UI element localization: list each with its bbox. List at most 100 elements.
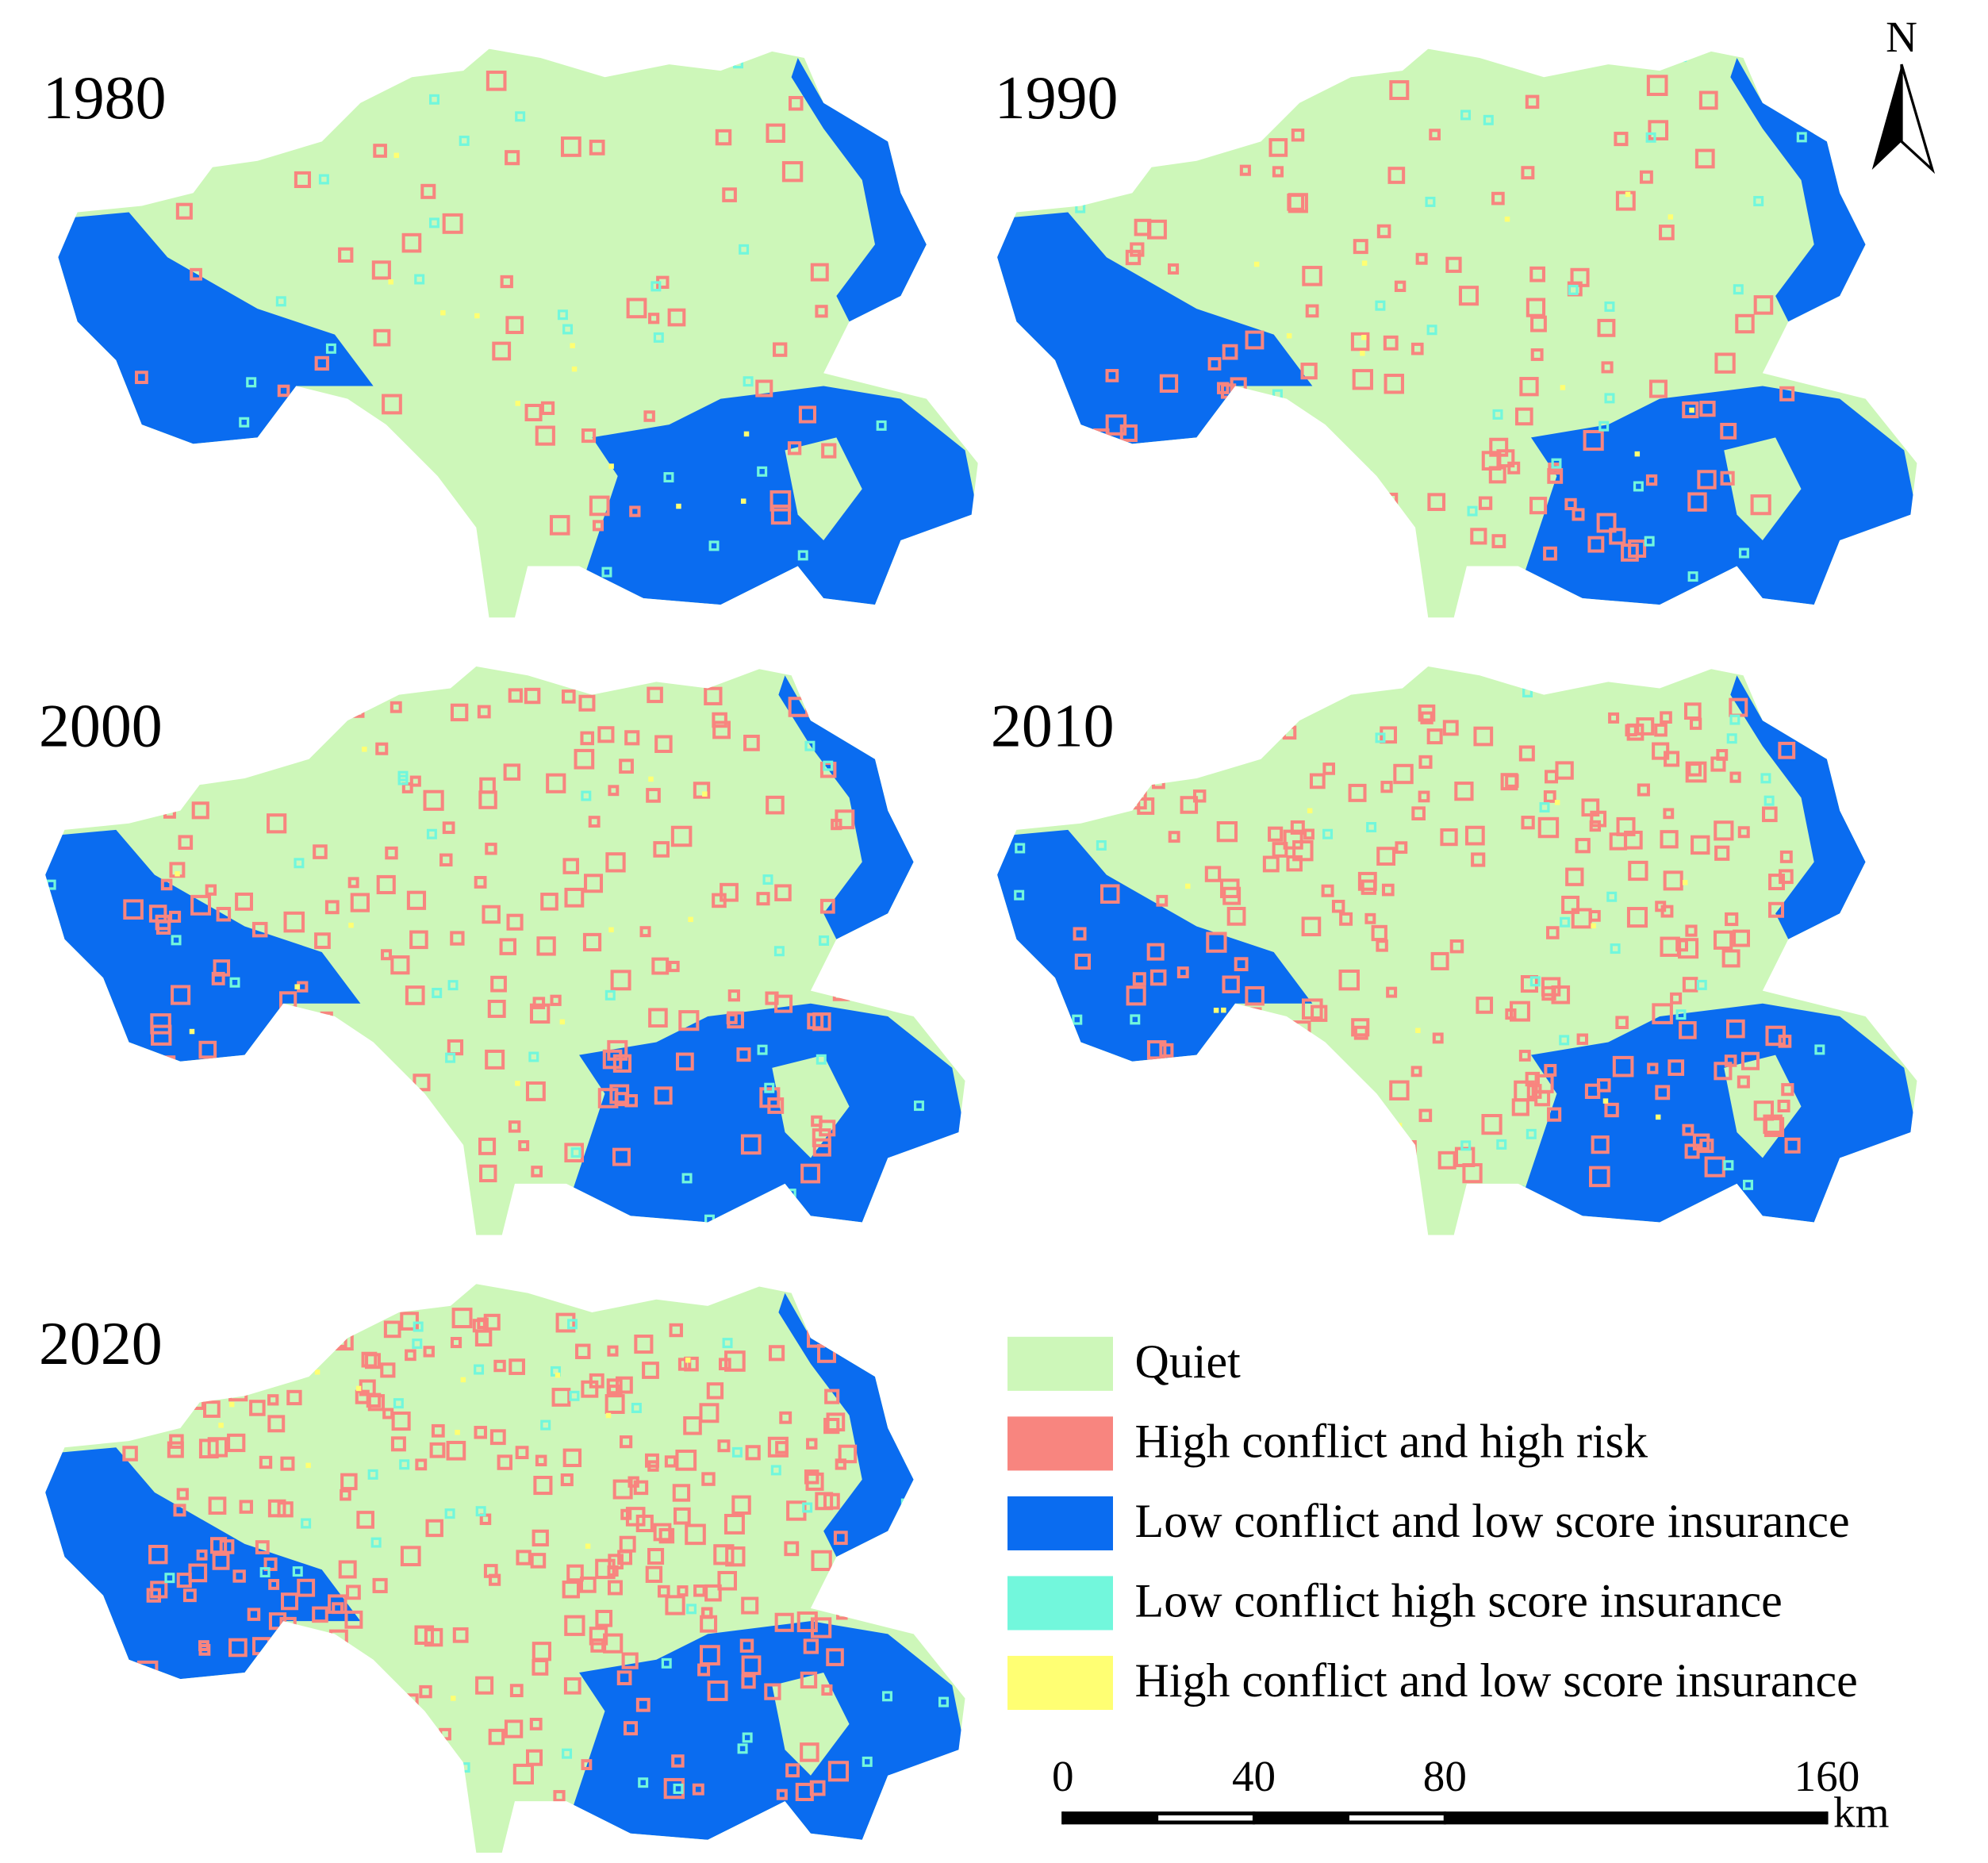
cell <box>251 921 268 938</box>
cell <box>324 900 340 915</box>
cell <box>1300 363 1318 380</box>
cell <box>668 960 680 973</box>
cell <box>516 1550 532 1565</box>
cell <box>141 1375 159 1393</box>
cell <box>477 705 491 719</box>
cell <box>497 1454 512 1470</box>
cell <box>815 1492 834 1511</box>
cell <box>823 1417 840 1435</box>
cell <box>229 117 240 129</box>
cell <box>139 1738 157 1756</box>
cell <box>623 1721 638 1736</box>
cell <box>704 686 723 705</box>
cell <box>515 1081 520 1086</box>
cell <box>1151 775 1165 789</box>
cell <box>1612 1055 1634 1077</box>
cell <box>515 111 526 122</box>
cell <box>768 1345 785 1362</box>
cell <box>155 914 171 931</box>
cell <box>1193 721 1207 736</box>
cell <box>1221 1007 1226 1013</box>
cell <box>221 1323 242 1344</box>
cell <box>423 1740 439 1757</box>
cell <box>323 1149 336 1162</box>
cell <box>1222 127 1238 142</box>
cell <box>838 1444 858 1464</box>
cell <box>762 874 773 885</box>
cell <box>1156 894 1169 907</box>
cell <box>1738 547 1749 559</box>
cell <box>559 1019 566 1025</box>
cell <box>348 922 354 928</box>
cell <box>1072 1014 1083 1025</box>
cell <box>1530 315 1547 332</box>
cell <box>450 703 469 722</box>
legend-swatch <box>1007 1496 1113 1550</box>
cell <box>1014 889 1025 901</box>
cell <box>263 1557 278 1571</box>
cell <box>578 694 596 712</box>
cell <box>1645 474 1658 486</box>
cell <box>235 892 253 911</box>
year-label: 2020 <box>39 1309 163 1377</box>
cell <box>535 425 555 446</box>
cell <box>693 782 711 799</box>
cell <box>1491 191 1505 206</box>
cell <box>757 1044 768 1055</box>
cell <box>405 1349 416 1362</box>
cell <box>673 1783 684 1794</box>
cell <box>612 1054 632 1073</box>
cell <box>300 1692 314 1706</box>
cell <box>1554 800 1560 805</box>
cell <box>938 766 950 778</box>
cell <box>503 763 521 781</box>
cell <box>176 1790 195 1809</box>
cell <box>431 1423 445 1438</box>
cell <box>1176 966 1189 978</box>
cell <box>532 997 546 1009</box>
cell <box>1645 132 1656 143</box>
cell <box>1633 481 1644 492</box>
cell <box>423 789 444 811</box>
cell <box>1682 401 1699 419</box>
cell <box>1679 1021 1697 1039</box>
cell <box>560 1473 574 1487</box>
cell <box>390 701 402 713</box>
cell <box>515 401 521 406</box>
cell <box>257 1046 274 1062</box>
cell <box>1610 943 1621 955</box>
cell <box>580 731 595 746</box>
cell <box>390 1436 406 1452</box>
cell <box>704 1584 722 1602</box>
cell <box>355 1385 362 1392</box>
cell <box>190 267 202 281</box>
cell <box>774 884 792 901</box>
cell <box>672 1484 691 1502</box>
cell <box>1725 912 1739 927</box>
cell <box>406 890 427 910</box>
cell <box>1152 1087 1171 1105</box>
cell <box>292 710 313 732</box>
cell <box>821 443 837 459</box>
cell <box>774 1612 794 1632</box>
cell <box>237 1775 254 1792</box>
cell <box>1663 870 1683 891</box>
cell <box>1411 806 1426 820</box>
cell <box>1440 828 1458 847</box>
cell <box>1429 129 1441 140</box>
cell <box>1180 796 1199 814</box>
cell <box>1204 866 1222 882</box>
cell <box>396 1101 407 1112</box>
cell <box>1696 979 1707 990</box>
cell <box>1560 916 1571 928</box>
cell <box>549 515 570 536</box>
cell <box>1249 1007 1262 1020</box>
cell <box>1726 733 1737 744</box>
cell <box>1530 348 1544 361</box>
cell <box>413 1074 431 1092</box>
cell <box>564 1143 584 1163</box>
cell <box>1321 884 1334 897</box>
cell <box>773 342 788 357</box>
cell <box>1583 429 1604 451</box>
